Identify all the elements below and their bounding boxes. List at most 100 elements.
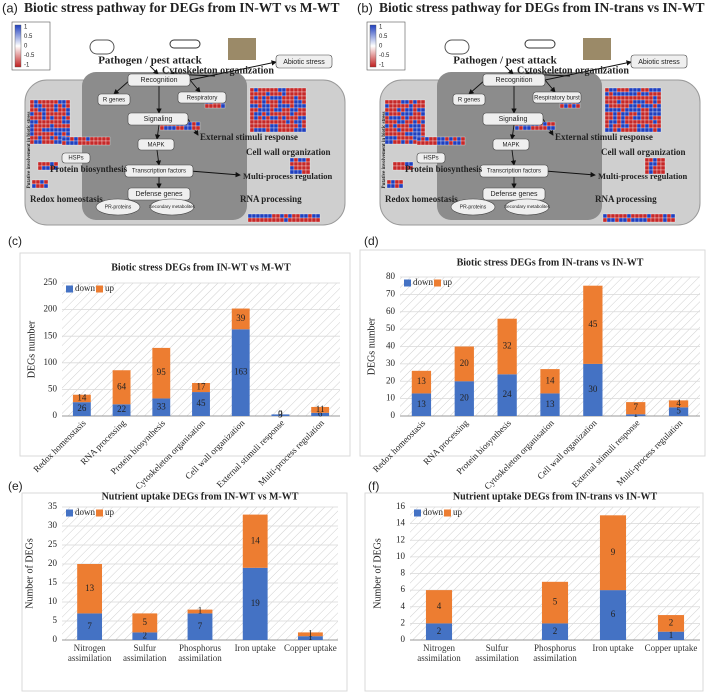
heatmap-cell — [656, 127, 662, 133]
heatmap-cell — [416, 140, 422, 146]
heatmap-cell — [179, 125, 185, 131]
heatmap-cell — [636, 123, 642, 129]
heatmap-cell — [408, 135, 414, 141]
heatmap-cell — [187, 125, 193, 131]
pathway-label: Cell wall organization — [246, 147, 331, 157]
heatmap-cell — [247, 213, 253, 219]
heatmap-cell — [281, 87, 287, 93]
legend-swatch — [414, 509, 421, 517]
value-label: 6 — [611, 609, 616, 619]
heatmap-cell — [97, 140, 103, 146]
heatmap-cell — [608, 91, 614, 97]
heatmap-cell — [432, 136, 438, 142]
heatmap-cell — [297, 91, 303, 97]
heatmap-cell — [299, 213, 305, 219]
heatmap-cell — [652, 165, 658, 171]
heatmap-cell — [388, 131, 394, 137]
node-ellipse — [95, 198, 141, 216]
arrow — [544, 170, 596, 178]
y-tick-label: 16 — [396, 501, 406, 511]
value-label: 19 — [251, 598, 261, 608]
heatmap-cell — [301, 165, 307, 171]
heatmap-cell — [628, 111, 634, 117]
heatmap-cell — [624, 95, 630, 101]
heatmap-cell — [396, 103, 402, 109]
heatmap-cell — [253, 103, 259, 109]
heatmap-cell — [301, 161, 307, 167]
heatmap-cell — [636, 107, 642, 113]
node-box — [452, 93, 486, 106]
node-label: R genes — [103, 98, 125, 104]
heatmap-cell — [273, 95, 279, 101]
heatmap-cell — [251, 217, 257, 223]
heatmap-cell — [73, 140, 79, 146]
heatmap-cell — [400, 115, 406, 121]
heatmap-cell — [257, 95, 263, 101]
y-tick-label: 35 — [48, 501, 58, 511]
scale-label: -0.5 — [24, 53, 35, 59]
heatmap-cell — [53, 103, 59, 109]
value-label: 14 — [77, 393, 87, 403]
heatmap-cell — [618, 217, 624, 223]
heatmap-cell — [41, 127, 47, 133]
panel-label: (b) — [357, 0, 373, 15]
heatmap-cell — [41, 103, 47, 109]
heatmap-cell — [648, 87, 654, 93]
pathway-label: External stimuli response — [555, 132, 653, 142]
heatmap-cell — [392, 107, 398, 113]
heatmap-cell — [396, 161, 402, 167]
heatmap-cell — [285, 95, 291, 101]
heatmap-cell — [65, 136, 71, 142]
value-label: 20 — [460, 393, 470, 403]
heatmap-cell — [440, 136, 446, 142]
heatmap-cell — [616, 99, 622, 105]
heatmap-cell — [408, 165, 414, 171]
heatmap-cell — [57, 139, 63, 145]
heatmap-cell — [644, 95, 650, 101]
heatmap-cell — [253, 91, 259, 97]
heatmap-cell — [57, 119, 63, 125]
heatmap-cell — [660, 165, 666, 171]
heatmap-cell — [287, 217, 293, 223]
heatmap-cell — [396, 111, 402, 117]
heatmap-cell — [291, 217, 297, 223]
heatmap-cell — [65, 115, 71, 121]
heatmap-cell — [608, 115, 614, 121]
heatmap-cell — [620, 111, 626, 117]
heatmap-cell — [656, 99, 662, 105]
y-tick-label: 8 — [401, 568, 406, 578]
heatmap-cell — [33, 111, 39, 117]
heatmap-cell — [301, 87, 307, 93]
heatmap-cell — [412, 115, 418, 121]
heatmap-cell — [277, 99, 283, 105]
heatmap-cell — [285, 119, 291, 125]
heatmap-cell — [636, 91, 642, 97]
heatmap-cell — [273, 91, 279, 97]
heatmap-cell — [604, 87, 610, 93]
heatmap-cell — [650, 213, 656, 219]
heatmap-cell — [412, 99, 418, 105]
heatmap-cell — [273, 115, 279, 121]
heatmap-cell — [634, 217, 640, 223]
heatmap-cell — [57, 131, 63, 137]
node-box — [137, 138, 175, 151]
heatmap-cell — [624, 123, 630, 129]
heatmap-cell — [253, 111, 259, 117]
heatmap-cell — [41, 139, 47, 145]
heatmap-cell — [37, 103, 43, 109]
heatmap-cell — [612, 115, 618, 121]
heatmap-cell — [249, 115, 255, 121]
photo — [228, 38, 256, 60]
insect-icon — [524, 39, 556, 49]
heatmap-cell — [571, 103, 577, 109]
heatmap-cell — [41, 111, 47, 117]
heatmap-cell — [388, 139, 394, 145]
bar — [311, 406, 330, 413]
heatmap-cell — [57, 115, 63, 121]
heatmap-cell — [624, 111, 630, 117]
heatmap-cell — [652, 91, 658, 97]
value-label: 1 — [308, 628, 313, 638]
legend-swatch — [434, 279, 441, 287]
heatmap-cell — [305, 169, 311, 175]
heatmap-cell — [408, 123, 414, 129]
